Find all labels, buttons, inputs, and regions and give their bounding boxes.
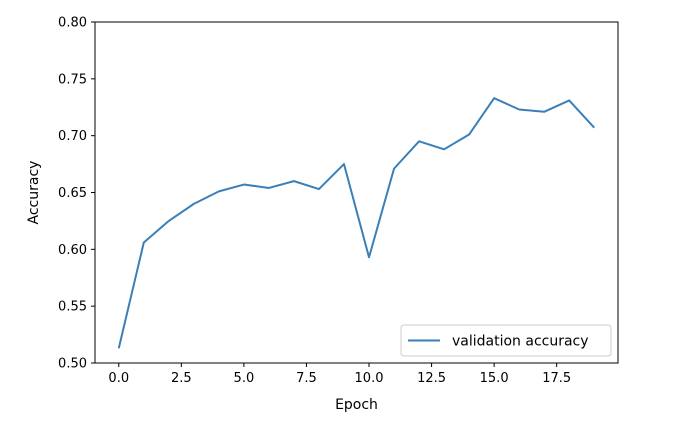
y-tick-label: 0.80 <box>58 16 87 31</box>
x-tick-label: 0.0 <box>108 371 129 386</box>
x-tick-label: 10.0 <box>355 371 384 386</box>
x-tick-label: 17.5 <box>542 371 571 386</box>
x-tick-label: 2.5 <box>171 371 192 386</box>
series-line <box>117 97 595 349</box>
y-tick-label: 0.70 <box>58 129 87 144</box>
y-tick-label: 0.75 <box>58 72 87 87</box>
x-axis-label: Epoch <box>335 397 378 413</box>
y-axis-label: Accuracy <box>26 161 42 225</box>
legend: validation accuracy <box>400 324 612 357</box>
x-tick-label: 12.5 <box>417 371 446 386</box>
y-tick-label: 0.55 <box>58 300 87 315</box>
x-tick-label: 7.5 <box>296 371 317 386</box>
x-axis: 0.0 2.5 5.0 7.5 10.0 12.5 15.0 17.5 <box>108 363 571 386</box>
legend-box <box>400 324 612 357</box>
legend-label: validation accuracy <box>452 334 589 350</box>
series-layer <box>117 97 595 349</box>
y-tick-label: 0.60 <box>58 243 87 258</box>
y-tick-label: 0.50 <box>58 357 87 372</box>
y-axis: 0.50 0.55 0.60 0.65 0.70 0.75 0.80 <box>58 16 95 372</box>
plot-frame <box>94 21 619 364</box>
y-tick-label: 0.65 <box>58 186 87 201</box>
x-tick-label: 5.0 <box>234 371 255 386</box>
x-tick-label: 15.0 <box>480 371 509 386</box>
